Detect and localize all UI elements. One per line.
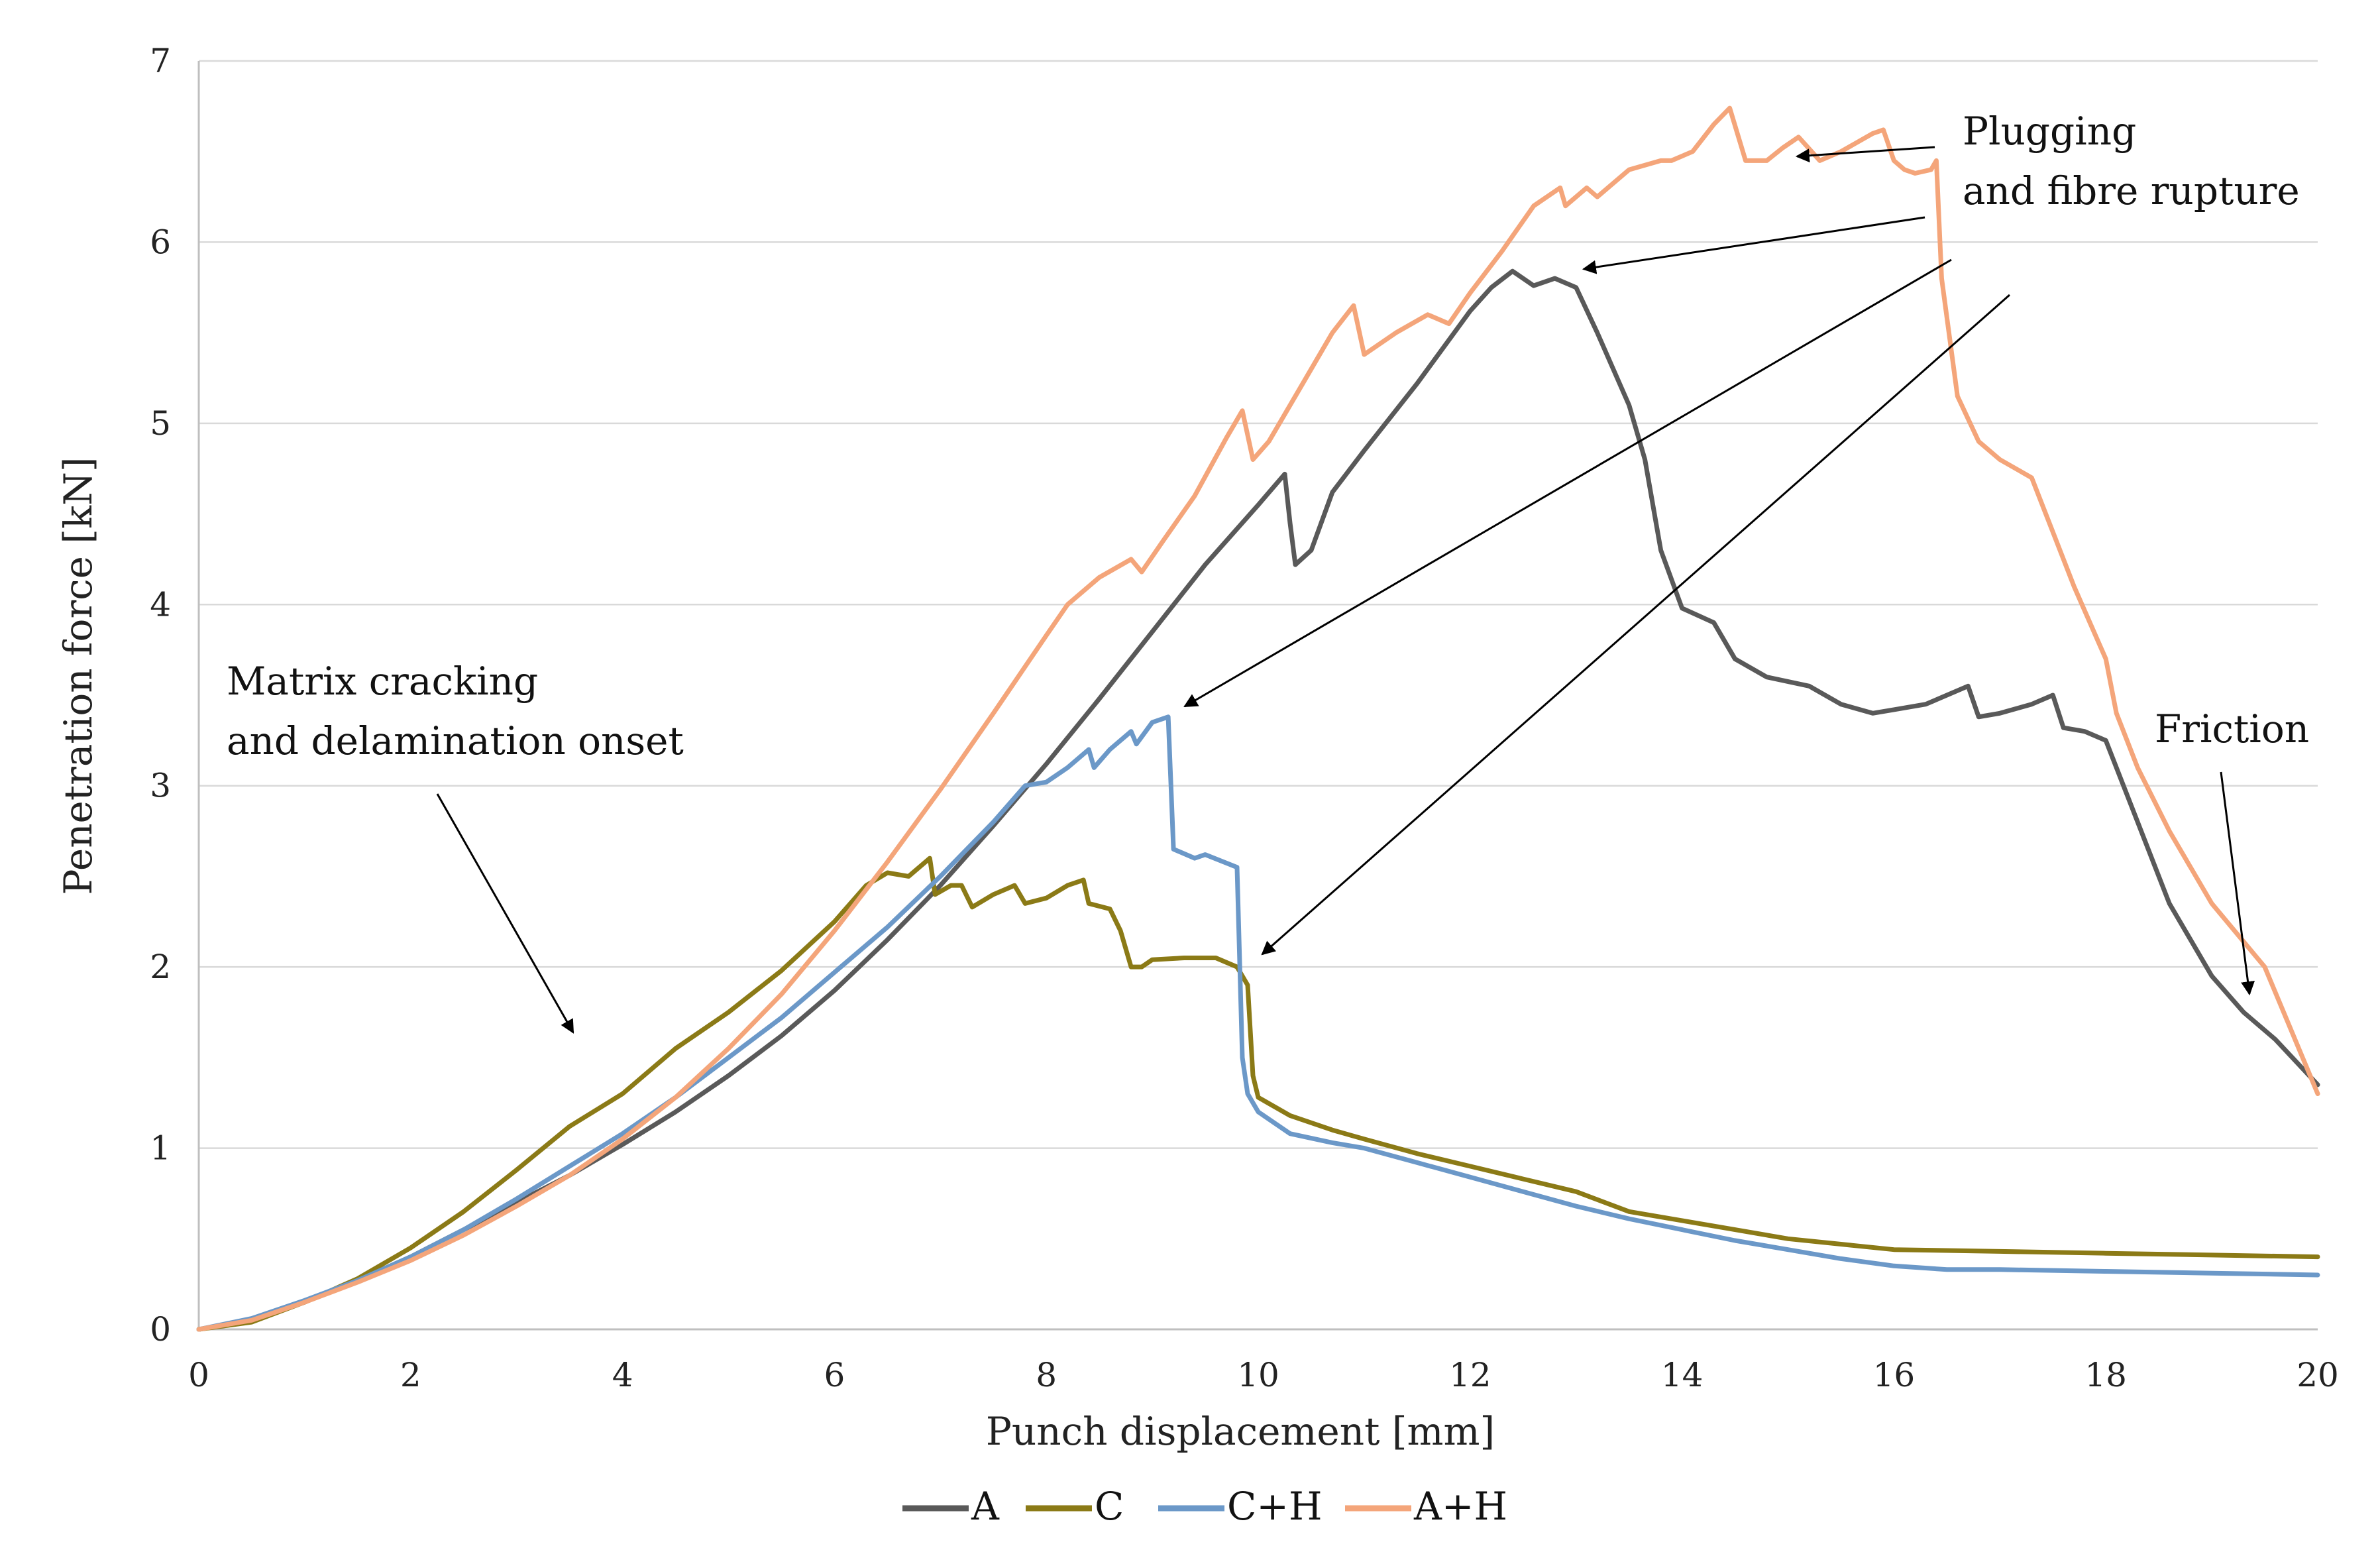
y-tick-label: 7 bbox=[150, 42, 171, 80]
legend-label-c: C bbox=[1095, 1484, 1124, 1529]
annotation-friction-label: Friction bbox=[2155, 706, 2309, 751]
legend-label-c-plus-h: C+H bbox=[1227, 1484, 1323, 1529]
x-tick-label: 6 bbox=[824, 1356, 845, 1394]
x-axis-title: Punch displacement [mm] bbox=[986, 1409, 1495, 1454]
y-tick-label: 6 bbox=[150, 223, 171, 261]
x-tick-label: 12 bbox=[1449, 1356, 1491, 1394]
x-tick-label: 20 bbox=[2297, 1356, 2339, 1394]
series-line-a-plus-h bbox=[196, 105, 2320, 1332]
x-tick-label: 2 bbox=[400, 1356, 421, 1394]
y-tick-label: 3 bbox=[150, 767, 171, 805]
y-tick-label: 4 bbox=[150, 585, 171, 624]
arrow-matrix-cracking bbox=[436, 793, 574, 1034]
y-axis-title: Penetration force [kN] bbox=[56, 457, 101, 895]
annotation-matrix-cracking: Matrix cracking and delamination onset bbox=[227, 659, 684, 1034]
legend: A C C+H A+H bbox=[902, 1484, 1507, 1529]
x-tick-label: 4 bbox=[612, 1356, 633, 1394]
x-tick-label: 18 bbox=[2084, 1356, 2127, 1394]
series-line-c bbox=[196, 856, 2320, 1332]
grid-lines bbox=[197, 60, 2318, 1331]
series-line-c-plus-h bbox=[196, 714, 2320, 1332]
annotation-plugging-line1: Plugging bbox=[1963, 109, 2136, 154]
legend-label-a-plus-h: A+H bbox=[1413, 1484, 1507, 1529]
annotation-matrix-line1: Matrix cracking bbox=[227, 659, 538, 704]
series-layer bbox=[196, 105, 2320, 1332]
y-tick-label: 1 bbox=[150, 1129, 171, 1168]
y-tick-label: 5 bbox=[150, 404, 171, 443]
y-tick-labels: 0 1 2 3 4 5 6 7 bbox=[150, 42, 171, 1349]
x-tick-label: 8 bbox=[1036, 1356, 1057, 1394]
arrow-plugging-c bbox=[1261, 294, 2010, 956]
x-tick-label: 14 bbox=[1661, 1356, 1704, 1394]
series-line-a bbox=[196, 268, 2320, 1332]
arrow-plugging-c-plus-h bbox=[1183, 258, 1952, 708]
arrow-friction bbox=[2220, 771, 2255, 996]
x-tick-label: 16 bbox=[1873, 1356, 1916, 1394]
annotation-plugging: Plugging and fibre rupture bbox=[1183, 109, 2300, 956]
x-tick-label: 0 bbox=[188, 1356, 209, 1394]
annotation-plugging-line2: and fibre rupture bbox=[1963, 168, 2300, 213]
arrow-plugging-a bbox=[1582, 216, 1925, 274]
y-tick-label: 2 bbox=[150, 948, 171, 986]
arrow-plugging-a-plus-h bbox=[1795, 146, 1935, 163]
x-tick-labels: 0 2 4 6 8 10 12 14 16 18 20 bbox=[188, 1356, 2339, 1394]
legend-label-a: A bbox=[971, 1484, 1000, 1529]
annotation-friction: Friction bbox=[2155, 706, 2309, 996]
y-tick-label: 0 bbox=[150, 1310, 171, 1349]
annotation-matrix-line2: and delamination onset bbox=[227, 718, 684, 763]
x-tick-label: 10 bbox=[1237, 1356, 1279, 1394]
